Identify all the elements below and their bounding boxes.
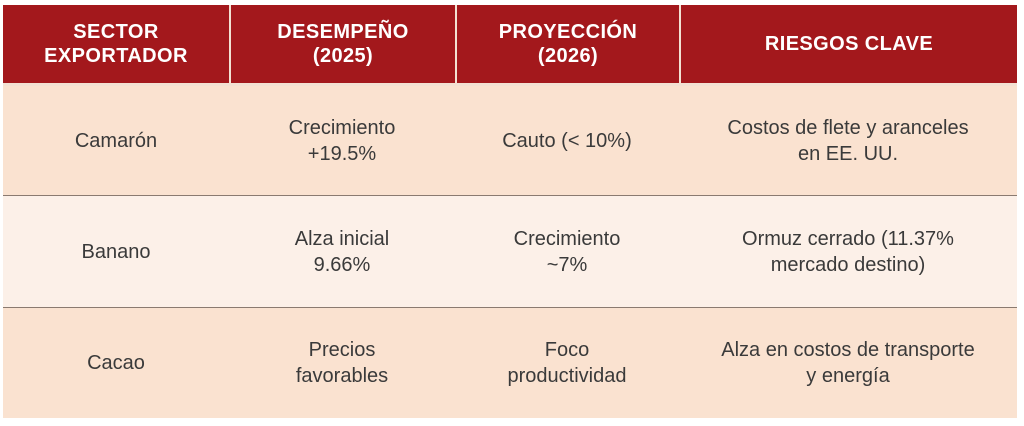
cell-riesgos: Alza en costos de transporte y energía [721,339,975,387]
cell-proyeccion: Crecimiento ~7% [513,227,621,276]
export-sector-table: SECTOR EXPORTADOR DESEMPEÑO (2025) PROYE… [3,5,1017,419]
cell-desempeno: Precios favorables [295,339,389,387]
cell-desempeno: Alza inicial 9.66% [294,227,390,276]
table-header-row: SECTOR EXPORTADOR DESEMPEÑO (2025) PROYE… [3,5,1017,83]
cell-sector: Camarón [74,129,158,152]
table-row: Camarón Crecimiento +19.5% Cauto (< 10%)… [3,83,1017,195]
table-row: Cacao Precios favorables Foco productivi… [3,307,1017,418]
header-sector-exportador: SECTOR EXPORTADOR [44,21,188,67]
cell-proyeccion: Cauto (< 10%) [502,129,632,152]
cell-riesgos: Ormuz cerrado (11.37% mercado destino) [742,227,954,276]
cell-sector: Banano [81,240,151,263]
cell-desempeno: Crecimiento +19.5% [288,116,396,165]
cell-riesgos: Costos de flete y aranceles en EE. UU. [727,116,969,165]
cell-sector: Cacao [87,352,145,374]
cell-proyeccion: Foco productividad [507,339,627,387]
header-riesgos-clave: RIESGOS CLAVE [679,5,1017,83]
header-proyeccion-2026: PROYECCIÓN (2026) [455,5,679,83]
table-row: Banano Alza inicial 9.66% Crecimiento ~7… [3,195,1017,307]
header-desempeno-2025: DESEMPEÑO (2025) [229,5,455,83]
